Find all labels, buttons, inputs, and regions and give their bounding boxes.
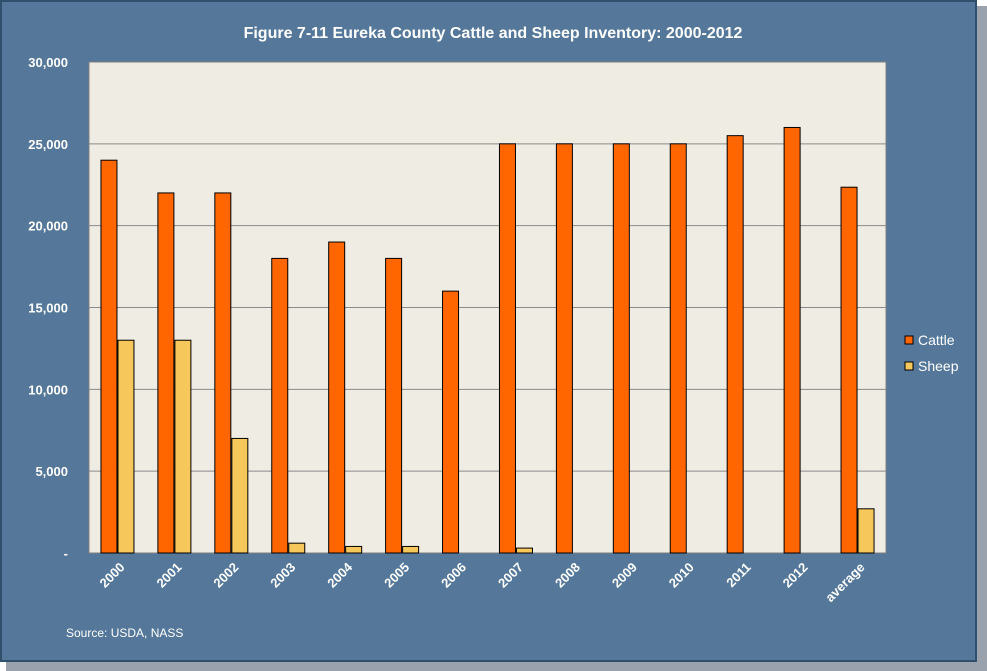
bar-cattle-2010 — [669, 143, 687, 554]
x-tick-label: 2007 — [495, 560, 526, 591]
bar-cattle-2006 — [442, 290, 460, 554]
chart-title: Figure 7-11 Eureka County Cattle and She… — [244, 25, 743, 42]
legend-swatch-cattle — [904, 335, 914, 345]
legend-swatch-sheep — [904, 361, 914, 371]
x-tick-label: 2005 — [381, 560, 412, 591]
x-tick-label: average — [822, 560, 867, 605]
bar-sheep-2005 — [402, 545, 420, 554]
x-tick-label: 2003 — [267, 560, 298, 591]
x-tick-label: 2009 — [609, 560, 640, 591]
x-tick-label: 2011 — [723, 560, 754, 591]
bar-cattle-2008 — [555, 143, 573, 554]
y-axis-ticks: - 5,000 10,000 15,000 20,000 25,000 30,000 — [28, 55, 68, 561]
x-tick-label: 2006 — [438, 560, 469, 591]
y-tick-label: 25,000 — [28, 137, 68, 152]
y-tick-label: 10,000 — [28, 382, 68, 397]
bar-cattle-average — [840, 186, 858, 554]
bar-cattle-2000 — [100, 159, 118, 554]
x-tick-label: 2002 — [210, 560, 241, 591]
bar-sheep-2007 — [515, 547, 533, 554]
legend-label-cattle: Cattle — [918, 332, 955, 348]
bar-cattle-2002 — [214, 192, 232, 554]
y-tick-label: 15,000 — [28, 301, 68, 316]
x-axis-ticks: 2000 2001 2002 2003 2004 2005 2006 2007 2008 2009… — [97, 559, 868, 605]
y-tick-label: 5,000 — [35, 464, 68, 479]
x-tick-label: 2008 — [552, 560, 583, 591]
legend: Cattle Sheep — [904, 332, 959, 374]
bar-cattle-2011 — [726, 135, 744, 554]
bar-sheep-average — [857, 508, 875, 554]
y-tick-label: 20,000 — [28, 219, 68, 234]
x-tick-label: 2000 — [97, 560, 128, 591]
source-note: Source: USDA, NASS — [66, 626, 183, 640]
x-tick-label: 2001 — [153, 560, 184, 591]
x-tick-label: 2010 — [666, 560, 697, 591]
bar-sheep-2003 — [288, 542, 306, 554]
bar-cattle-2009 — [612, 143, 630, 554]
bar-sheep-2002 — [231, 437, 249, 554]
bar-cattle-2007 — [498, 143, 516, 554]
bars — [100, 126, 875, 554]
x-tick-label: 2004 — [324, 559, 356, 591]
bar-cattle-2003 — [271, 257, 289, 554]
bar-cattle-2005 — [385, 257, 403, 554]
bar-cattle-2012 — [783, 126, 801, 554]
bar-sheep-2000 — [117, 339, 135, 554]
x-tick-label: 2012 — [780, 560, 811, 591]
y-tick-label: 30,000 — [28, 55, 68, 70]
bar-cattle-2001 — [157, 192, 175, 554]
legend-label-sheep: Sheep — [918, 358, 959, 374]
bar-sheep-2004 — [345, 545, 363, 554]
bar-sheep-2001 — [174, 339, 192, 554]
y-tick-label: - — [64, 546, 68, 561]
bar-cattle-2004 — [328, 241, 346, 554]
